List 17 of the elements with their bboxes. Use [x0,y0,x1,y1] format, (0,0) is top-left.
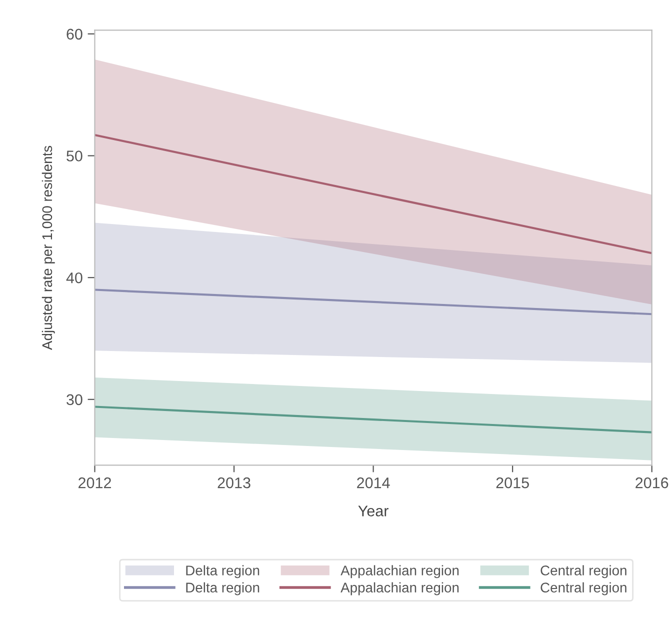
x-tick-label: 2013 [218,477,250,488]
text: Appalachian region [340,582,459,596]
x-tick-label: 2014 [357,477,390,488]
text: Central region [540,582,626,596]
y-tick-label: 40 [66,272,82,284]
x-axis-title: Year [358,506,388,516]
legend-label: Appalachian region [340,565,459,578]
x-tick-label: 2015 [496,477,529,488]
y-tick-label: 60 [66,28,82,40]
x-tick-label: 2012 [78,477,111,488]
y-tick-label: 30 [66,394,82,406]
x-tick-label: 2016 [636,477,668,488]
legend-label: Delta region [186,565,260,578]
text: Delta region [186,582,260,596]
y-tick-label: 50 [66,150,82,162]
y-axis-title: Adjusted rate per 1,000 residents [42,146,55,350]
legend-label: Central region [540,565,626,578]
